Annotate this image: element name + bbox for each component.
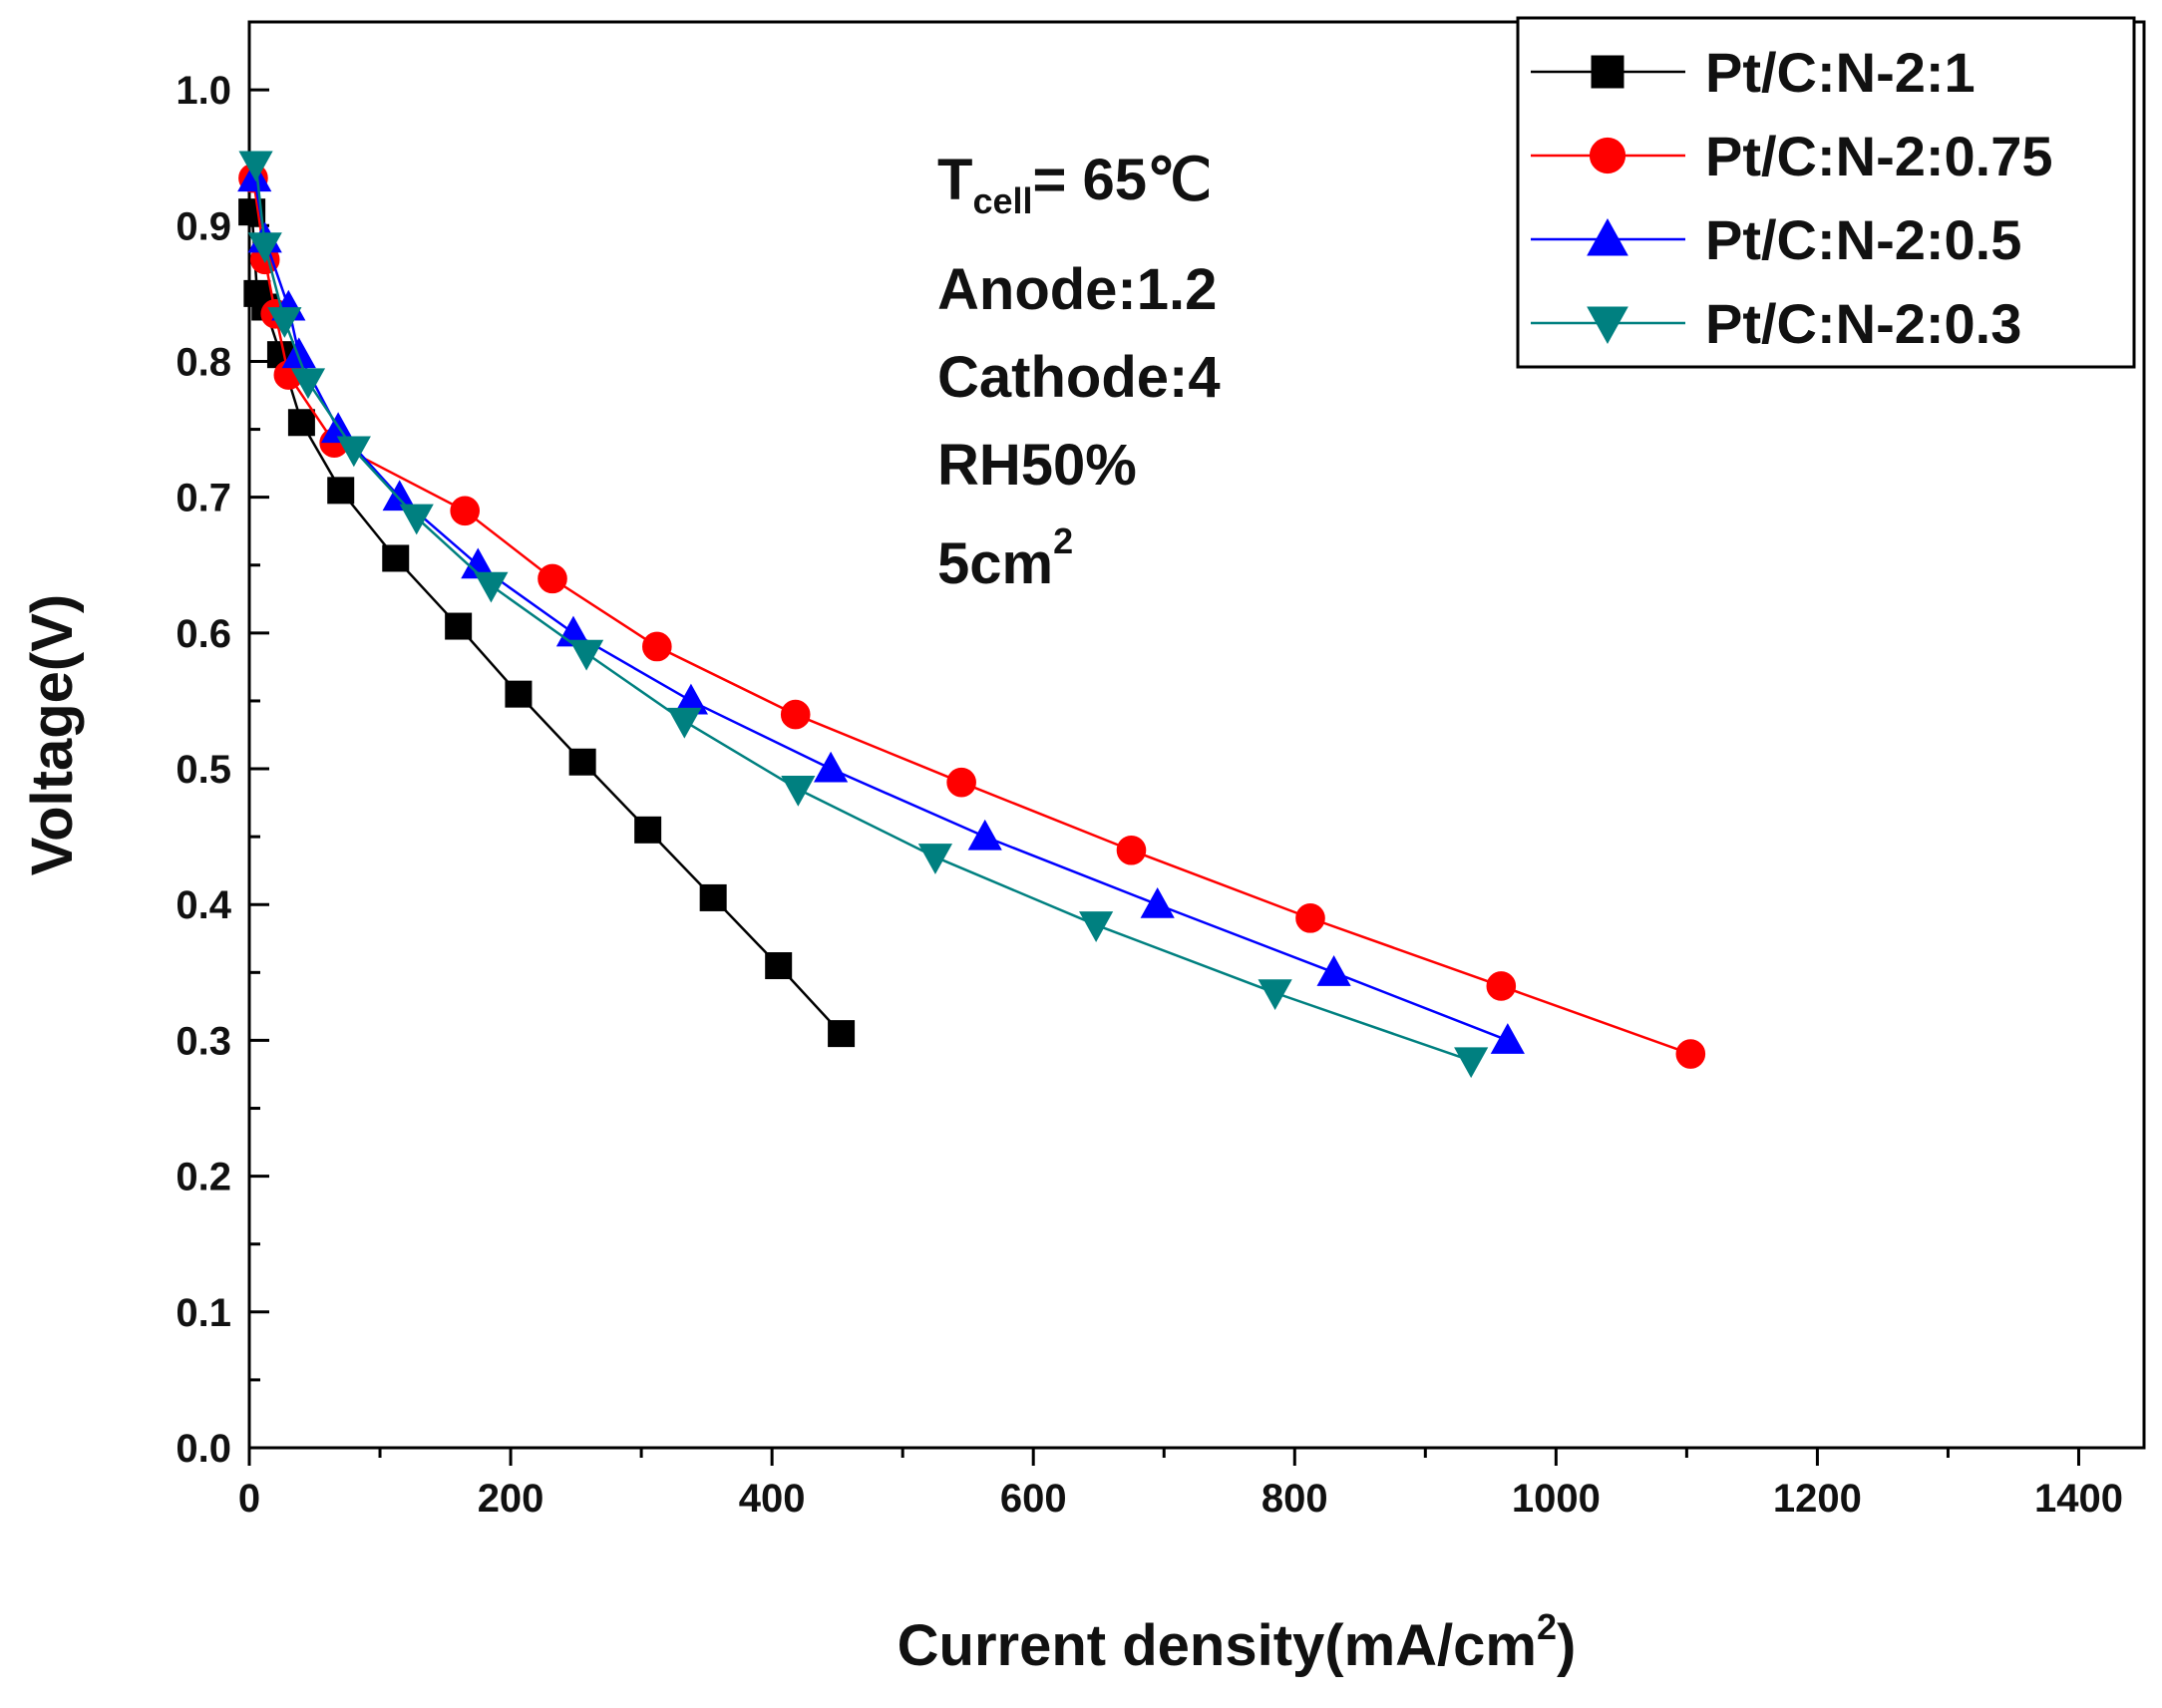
data-point-marker [247,232,282,263]
data-point-marker [1486,971,1517,1001]
data-point-marker [1490,1023,1525,1054]
y-tick-label: 0.4 [176,883,231,927]
data-point-marker [667,707,702,739]
legend-label: Pt/C:N-2:0.5 [1705,208,2021,271]
series-3 [237,161,1525,1054]
series-layer [237,151,1706,1079]
y-tick-label: 0.9 [176,204,231,248]
data-point-marker [382,544,410,572]
data-point-marker [780,699,811,730]
data-point-marker [1140,886,1175,918]
data-point-marker [382,480,417,512]
legend-label: Pt/C:N-2:1 [1705,41,1976,104]
plot-area-frame [247,20,2146,1450]
data-point-marker [287,409,315,437]
x-axis-title-superscript: 2 [1537,1606,1557,1647]
legend-marker [1591,55,1624,89]
legend-marker [1587,306,1628,345]
series-1 [238,198,856,1048]
data-point-marker [917,844,953,874]
data-point-marker [568,639,604,671]
y-tick-label: 0.2 [176,1156,231,1199]
y-tick-label: 0.5 [176,748,231,792]
anode-annotation: Anode:1.2 [937,257,1217,322]
x-axis-title-close: ) [1557,1613,1576,1678]
data-point-marker [1675,1039,1706,1069]
data-point-marker [828,1020,856,1048]
series-line [254,164,1472,1063]
area-superscript: 2 [1053,520,1073,561]
data-point-marker [1454,1047,1489,1079]
series-2 [238,163,1706,1069]
data-point-marker [538,563,567,594]
data-point-marker [450,496,481,526]
y-tick-label: 0.3 [176,1019,231,1063]
data-point-marker [967,819,1002,851]
data-point-marker [1316,955,1351,986]
tcell-annotation: Tcell= 65℃ [937,148,1212,221]
cathode-annotation: Cathode:4 [937,345,1221,410]
x-tick-label: 1200 [1773,1477,1862,1521]
data-point-marker [505,680,533,708]
rh-annotation: RH50% [937,433,1137,498]
data-point-marker [238,151,273,182]
x-tick-label: 400 [739,1477,806,1521]
legend-marker [1587,217,1628,256]
y-tick-label: 0.1 [176,1291,231,1335]
data-point-marker [642,631,672,662]
y-tick-label: 0.6 [176,612,231,656]
data-point-marker [699,883,727,911]
area-annotation: 5cm2 [937,520,1073,596]
data-point-marker [1258,979,1292,1011]
y-axis-title: Voltage(V) [20,594,85,876]
data-point-marker [281,337,316,369]
x-tick-label: 200 [478,1477,544,1521]
area-main: 5cm [937,531,1053,596]
y-tick-label: 0.8 [176,340,231,384]
x-axis-title-main: Current density(mA/cm [898,1613,1537,1678]
series-line [250,211,843,1035]
y-axis-ticks: 0.0 0.1 0.2 0.3 0.4 0.5 0.6 0.7 0.8 0.9 1.0 [176,69,269,1471]
data-point-marker [946,767,976,798]
legend-marker [1589,137,1626,174]
data-point-marker [634,816,662,844]
legend: Pt/C:N-2:1 Pt/C:N-2:0.75 Pt/C:N-2:0.5 Pt/C:… [1516,16,2136,369]
data-point-marker [327,477,355,505]
data-point-marker [336,436,371,468]
data-point-marker [1295,903,1325,933]
tcell-main: T [937,148,972,212]
conditions-annotation: Tcell= 65℃ Anode:1.2 Cathode:4 RH50% 5cm… [937,148,1221,596]
data-point-marker [474,571,509,603]
x-tick-label: 1000 [1512,1477,1601,1521]
data-point-marker [765,952,793,980]
data-point-marker [814,751,849,783]
x-tick-label: 800 [1261,1477,1328,1521]
data-point-marker [781,775,816,807]
data-point-marker [1079,911,1114,942]
data-point-marker [568,748,596,776]
x-tick-label: 600 [1000,1477,1067,1521]
y-tick-label: 0.0 [176,1427,231,1471]
y-tick-label: 1.0 [176,69,231,113]
tcell-value: = 65℃ [1032,148,1212,212]
data-point-marker [267,307,302,338]
x-axis-ticks: 0 200 400 600 800 1000 1200 1400 [238,1448,2123,1521]
x-tick-label: 0 [238,1477,260,1521]
legend-label: Pt/C:N-2:0.75 [1705,125,2053,187]
y-tick-label: 0.7 [176,477,231,520]
x-axis-title: Current density(mA/cm2) [898,1606,1577,1678]
legend-label: Pt/C:N-2:0.3 [1705,292,2021,355]
tcell-subscript: cell [972,180,1032,221]
series-4 [238,151,1489,1079]
data-point-marker [290,368,326,400]
data-point-marker [445,612,473,640]
data-point-marker [399,504,434,535]
x-tick-label: 1400 [2034,1477,2123,1521]
data-point-marker [1116,835,1147,865]
